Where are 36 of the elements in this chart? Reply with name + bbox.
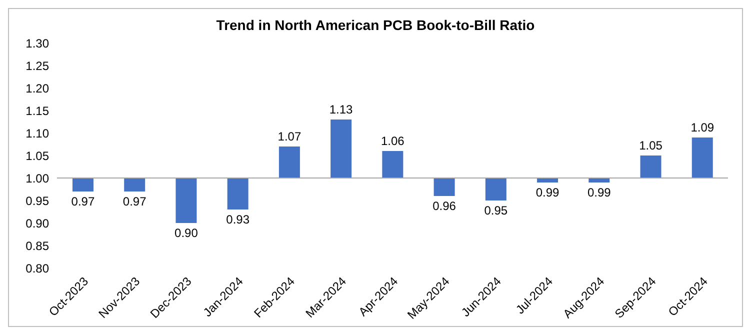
bar xyxy=(640,156,662,178)
bar xyxy=(692,138,713,178)
bar xyxy=(330,120,352,178)
y-tick-label: 0.80 xyxy=(26,261,50,276)
y-tick-label: 1.20 xyxy=(26,81,50,96)
y-tick-label: 1.15 xyxy=(26,104,50,118)
y-tick-label: 1.25 xyxy=(26,58,50,73)
data-label: 0.93 xyxy=(226,212,250,226)
data-label: 1.13 xyxy=(329,102,354,116)
bar xyxy=(124,178,146,192)
data-label: 1.05 xyxy=(639,138,663,152)
bar xyxy=(434,178,455,196)
bar xyxy=(382,151,404,178)
y-tick-label: 1.30 xyxy=(26,36,50,50)
y-tick-label: 1.00 xyxy=(26,171,50,186)
data-label: 1.07 xyxy=(278,130,302,144)
bar xyxy=(227,178,248,210)
bar xyxy=(72,178,94,192)
data-label: 0.97 xyxy=(122,194,147,208)
y-tick-label: 1.10 xyxy=(26,126,50,140)
data-label: 0.97 xyxy=(71,194,95,208)
data-label: 0.90 xyxy=(174,226,198,240)
data-label: 0.99 xyxy=(536,186,560,200)
chart-title: Trend in North American PCB Book-to-Bill Ratio xyxy=(215,16,536,35)
data-label: 0.99 xyxy=(587,186,612,200)
data-label: 0.96 xyxy=(432,199,456,213)
y-tick-label: 1.05 xyxy=(26,148,50,163)
data-label: 1.09 xyxy=(690,120,714,134)
data-label: 1.06 xyxy=(380,134,405,148)
bar xyxy=(176,178,197,223)
y-tick-label: 0.95 xyxy=(26,194,50,208)
y-tick-label: 0.85 xyxy=(26,238,50,253)
bar xyxy=(485,178,506,200)
y-tick-label: 0.90 xyxy=(26,216,50,230)
bar xyxy=(278,146,300,178)
data-label: 0.95 xyxy=(484,204,508,218)
